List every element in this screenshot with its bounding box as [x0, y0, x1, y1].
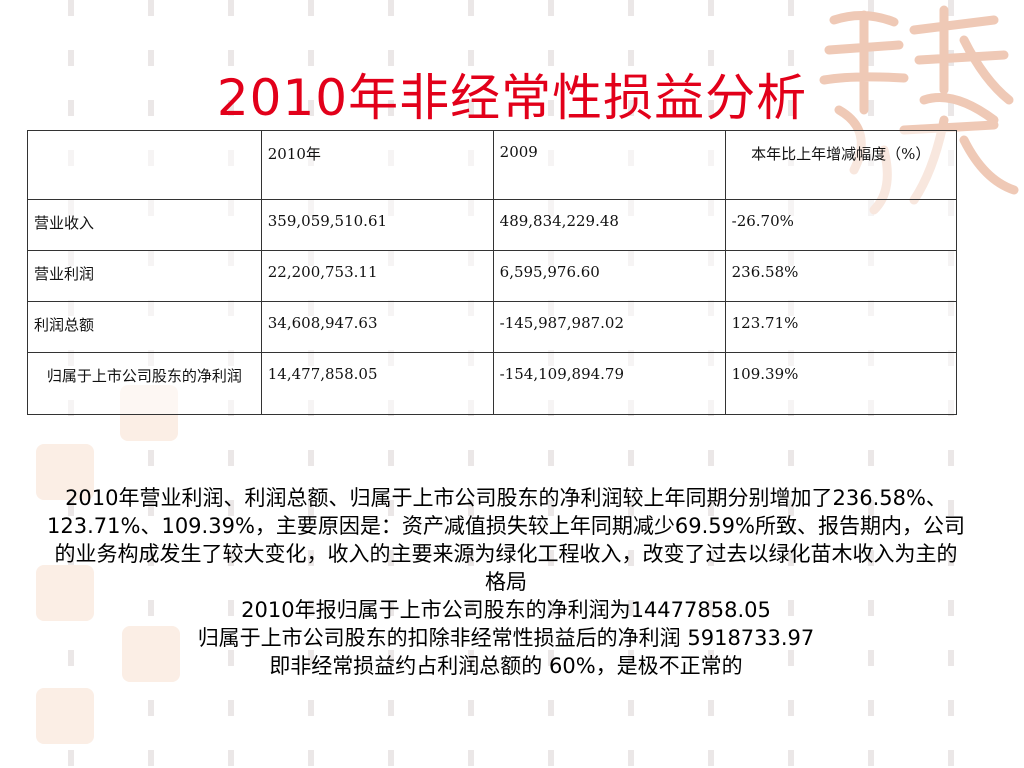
header-cell: 2009: [492, 130, 726, 200]
decorative-seal-small-2: [36, 444, 94, 500]
deducted-profit-line: 归属于上市公司股东的扣除非经常性损益后的净利润 5918733.97: [197, 626, 815, 650]
row-label: 归属于上市公司股东的净利润: [27, 352, 262, 415]
decorative-seal-small-4: [122, 626, 180, 682]
decorative-seal-small-3: [36, 565, 94, 621]
analysis-text: 2010年营业利润、利润总额、归属于上市公司股东的净利润较上年同期分别增加了23…: [46, 484, 966, 680]
table-cell: 22,200,753.11: [260, 250, 494, 302]
table-cell: -145,987,987.02: [492, 301, 726, 353]
table-row: 归属于上市公司股东的净利润 14,477,858.05 -154,109,894…: [27, 352, 958, 415]
net-profit-line: 2010年报归属于上市公司股东的净利润为14477858.05: [241, 598, 771, 622]
table-cell: -26.70%: [724, 199, 958, 251]
table-row: 利润总额 34,608,947.63 -145,987,987.02 123.7…: [27, 301, 958, 353]
analysis-paragraph: 2010年营业利润、利润总额、归属于上市公司股东的净利润较上年同期分别增加了23…: [47, 486, 965, 594]
header-cell: 2010年: [260, 130, 494, 200]
header-cell: [27, 130, 262, 200]
table-header-row: 2010年 2009 本年比上年增减幅度（%）: [27, 130, 958, 200]
profit-table: 2010年 2009 本年比上年增减幅度（%） 营业收入 359,059,510…: [27, 130, 958, 415]
table-cell: 359,059,510.61: [260, 199, 494, 251]
decorative-seal-small-5: [36, 688, 94, 744]
table-cell: 109.39%: [724, 352, 958, 415]
header-cell: 本年比上年增减幅度（%）: [724, 130, 958, 200]
table-cell: 489,834,229.48: [492, 199, 726, 251]
row-label: 营业利润: [27, 250, 262, 302]
table-cell: 236.58%: [724, 250, 958, 302]
table-row: 营业利润 22,200,753.11 6,595,976.60 236.58%: [27, 250, 958, 302]
table-cell: -154,109,894.79: [492, 352, 726, 415]
row-label: 利润总额: [27, 301, 262, 353]
page-title: 2010年非经常性损益分析: [216, 69, 808, 127]
decorative-seal-large: [819, 5, 1019, 215]
table-cell: 14,477,858.05: [260, 352, 494, 415]
table-cell: 6,595,976.60: [492, 250, 726, 302]
row-label: 营业收入: [27, 199, 262, 251]
table-cell: 123.71%: [724, 301, 958, 353]
table-cell: 34,608,947.63: [260, 301, 494, 353]
conclusion-line: 即非经常损益约占利润总额的 60%，是极不正常的: [269, 654, 743, 678]
table-row: 营业收入 359,059,510.61 489,834,229.48 -26.7…: [27, 199, 958, 251]
